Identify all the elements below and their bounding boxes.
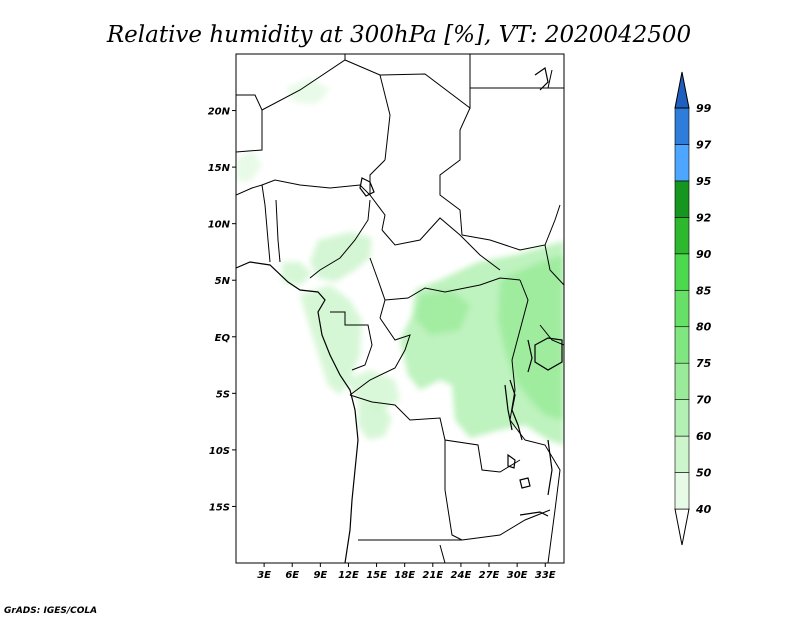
border-sudan-southsudan xyxy=(461,204,561,251)
border-libya-egypt xyxy=(379,54,471,110)
border-niger-chad xyxy=(369,159,386,231)
border-niger-nigeria xyxy=(261,179,371,196)
map-frame xyxy=(235,53,565,564)
colorbar-level-label: 60 xyxy=(696,430,712,443)
lon-tick-label: 3E xyxy=(257,570,271,581)
lat-tick-label: EQ xyxy=(215,333,231,344)
border-burkina-benin xyxy=(236,184,271,263)
border-mali-niger-algeria xyxy=(261,59,391,161)
humidity-region-lower-congo xyxy=(345,370,400,412)
colorbar-segment xyxy=(674,472,690,510)
colorbar-segment xyxy=(674,144,690,182)
humidity-region-rwanda-uganda xyxy=(498,255,564,420)
coastline-lake-kariba xyxy=(519,511,549,517)
colorbar-segment xyxy=(674,180,690,218)
border-benin-nigeria xyxy=(275,199,281,263)
coastline-lake-victoria xyxy=(534,337,563,371)
colorbar-level-label: 75 xyxy=(696,357,712,370)
humidity-region-north-angola xyxy=(358,402,392,440)
border-nigeria-cameroon xyxy=(309,199,371,279)
border-tanzania-mozambique xyxy=(524,439,561,563)
lon-tick-label: 21E xyxy=(422,570,443,581)
border-sudan-east xyxy=(547,69,553,89)
border-drc-angola xyxy=(349,394,521,473)
colorbar-level-label: 97 xyxy=(696,138,712,151)
colorbar-segment xyxy=(674,435,690,473)
coastline-lake-malawi xyxy=(547,439,553,496)
lat-tick-label: 5N xyxy=(215,276,231,287)
humidity-field xyxy=(236,78,564,445)
coastline-lake-tanganyika xyxy=(504,379,523,441)
lon-tick-label: 15E xyxy=(366,570,387,581)
lon-tick-label: 30E xyxy=(507,570,528,581)
border-ethiopia xyxy=(544,244,564,286)
border-angola-zambia xyxy=(444,440,463,541)
chart-title: Relative humidity at 300hPa [%], VT: 202… xyxy=(106,22,691,48)
lat-tick-label: 20N xyxy=(208,107,231,118)
longitude-axis: 3E 6E 9E 12E 15E 18E 21E 24E 27E 30E 33E xyxy=(257,563,556,581)
latitude-axis: 20N 15N 10N 5N EQ 5S 10S 15S xyxy=(208,107,236,513)
colorbar-level-label: 70 xyxy=(696,394,712,407)
country-borders xyxy=(236,54,564,563)
colorbar-segment xyxy=(674,253,690,291)
colorbar-level-label: 95 xyxy=(696,175,712,188)
colorbar-lower-triangle xyxy=(674,508,690,546)
border-chad-car xyxy=(381,217,501,271)
border-zambia-zimbabwe xyxy=(461,509,551,541)
colorbar-segment xyxy=(674,217,690,255)
border-cameroon-car xyxy=(369,257,386,319)
colorbar-segment xyxy=(674,399,690,437)
border-uganda-kenya xyxy=(539,324,564,346)
colorbar-level-label: 85 xyxy=(696,284,712,297)
colorbar-level-label: 50 xyxy=(696,467,712,480)
border-namibia-botswana xyxy=(439,544,446,563)
coastline-lake-chad xyxy=(359,177,375,197)
lon-tick-label: 9E xyxy=(313,570,327,581)
lon-tick-label: 12E xyxy=(338,570,359,581)
coastline-lake-bangweulu xyxy=(519,477,531,489)
lon-tick-label: 18E xyxy=(394,570,415,581)
lat-tick-label: 10S xyxy=(209,446,230,457)
lon-tick-label: 6E xyxy=(285,570,299,581)
border-congo-drc xyxy=(349,317,411,396)
colorbar: 40 50 60 70 75 80 85 90 92 95 97 99 xyxy=(674,71,712,546)
humidity-region-central-car xyxy=(415,290,470,335)
colorbar-level-label: 80 xyxy=(696,321,712,334)
border-gabon-congo xyxy=(330,311,373,371)
humidity-region-nigeria-coast xyxy=(282,262,312,286)
colorbar-upper-triangle xyxy=(674,71,690,109)
colorbar-segment xyxy=(674,362,690,400)
lat-tick-label: 10N xyxy=(208,220,231,231)
humidity-region-western-sahel xyxy=(236,150,262,182)
coastline-albert-lake xyxy=(527,339,533,373)
humidity-region-gabon-congo xyxy=(300,285,362,395)
colorbar-level-label: 40 xyxy=(695,503,712,516)
colorbar-segment xyxy=(674,289,690,328)
lat-tick-label: 15N xyxy=(208,163,231,174)
coastline-west-africa xyxy=(236,261,359,563)
colorbar-segment xyxy=(674,326,690,364)
lat-tick-label: 15S xyxy=(209,502,230,513)
border-car-drc xyxy=(384,277,521,301)
colorbar-level-label: 99 xyxy=(696,102,712,115)
coastlines xyxy=(236,66,563,563)
lon-tick-label: 33E xyxy=(535,570,556,581)
lon-tick-label: 27E xyxy=(479,570,500,581)
map-plot-area xyxy=(235,53,565,564)
lon-tick-label: 24E xyxy=(451,570,472,581)
coastline-nile-delta xyxy=(534,66,549,91)
colorbar-segment xyxy=(674,107,690,145)
colorbar-level-label: 90 xyxy=(696,248,712,261)
credit-label: GrADS: IGES/COLA xyxy=(4,606,97,616)
lat-tick-label: 5S xyxy=(216,389,230,400)
colorbar-level-label: 92 xyxy=(696,211,712,224)
humidity-region-sahara-north xyxy=(286,78,330,104)
border-mauritania-mali-algeria xyxy=(236,94,263,153)
border-libya-chad-sudan xyxy=(439,107,471,236)
coastline-lake-mweru xyxy=(507,453,516,469)
